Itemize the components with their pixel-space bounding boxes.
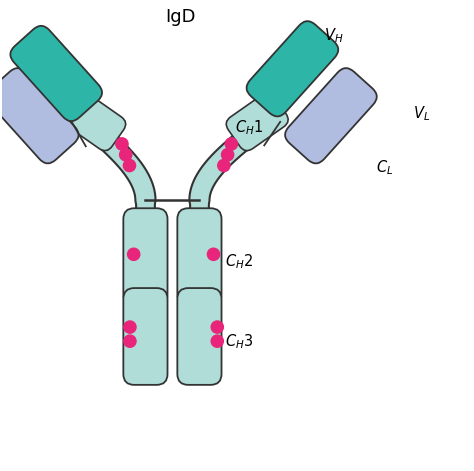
Circle shape xyxy=(124,321,136,333)
FancyBboxPatch shape xyxy=(285,68,377,163)
Text: IgD: IgD xyxy=(165,8,196,26)
FancyBboxPatch shape xyxy=(123,288,167,385)
FancyBboxPatch shape xyxy=(123,208,167,305)
Circle shape xyxy=(211,335,223,347)
Text: $C_L$: $C_L$ xyxy=(375,158,393,177)
Circle shape xyxy=(208,248,219,260)
Text: $C_H3$: $C_H3$ xyxy=(225,332,254,350)
FancyBboxPatch shape xyxy=(10,26,102,121)
FancyBboxPatch shape xyxy=(0,68,79,163)
Circle shape xyxy=(124,335,136,347)
Circle shape xyxy=(119,149,132,161)
FancyBboxPatch shape xyxy=(226,93,288,151)
FancyBboxPatch shape xyxy=(64,93,126,151)
FancyBboxPatch shape xyxy=(177,208,221,305)
Circle shape xyxy=(211,321,223,333)
FancyBboxPatch shape xyxy=(246,21,338,116)
FancyBboxPatch shape xyxy=(177,288,221,385)
Text: $V_L$: $V_L$ xyxy=(413,104,430,123)
Circle shape xyxy=(225,138,237,150)
Circle shape xyxy=(116,138,128,150)
Text: $C_H2$: $C_H2$ xyxy=(225,252,254,271)
Circle shape xyxy=(123,159,136,171)
Circle shape xyxy=(128,248,140,260)
Text: $V_H$: $V_H$ xyxy=(324,26,343,45)
Circle shape xyxy=(221,149,234,161)
Text: $C_H1$: $C_H1$ xyxy=(235,118,263,137)
Circle shape xyxy=(218,159,230,171)
